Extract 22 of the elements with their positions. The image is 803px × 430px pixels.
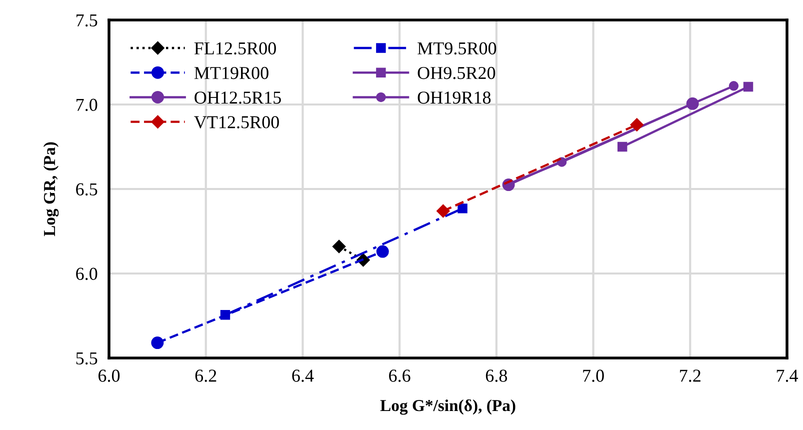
- y-tick-label: 5.5: [76, 352, 98, 365]
- x-axis-title: Log G*/sin(δ), (Pa): [380, 399, 516, 415]
- x-tick-label: 7.2: [680, 370, 700, 382]
- legend-label: FL12.5R00: [194, 42, 276, 55]
- x-tick-label: 6.4: [292, 370, 314, 382]
- legend-label: OH12.5R15: [194, 92, 281, 104]
- y-tick-label: 6.0: [76, 268, 98, 280]
- x-tick-label: 7.0: [583, 370, 604, 382]
- x-tick-label: 6.0: [98, 370, 120, 382]
- legend-label: OH19R18: [418, 92, 491, 104]
- y-axis-title: Log GR, (Pa): [43, 142, 59, 236]
- x-tick-label: 7.4: [776, 370, 798, 382]
- legend-label: VT12.5R00: [194, 116, 279, 128]
- x-tick-label: 6.2: [195, 370, 216, 382]
- legend-label: MT9.5R00: [418, 42, 496, 55]
- y-tick-label: 6.5: [76, 183, 98, 196]
- legend-label: MT19R00: [194, 66, 268, 80]
- y-tick-label: 7.5: [76, 14, 98, 27]
- x-tick-label: 6.8: [486, 370, 508, 382]
- x-tick-label: 6.6: [389, 370, 410, 382]
- legend-label: OH9.5R20: [418, 66, 496, 80]
- y-tick-label: 7.0: [76, 98, 98, 112]
